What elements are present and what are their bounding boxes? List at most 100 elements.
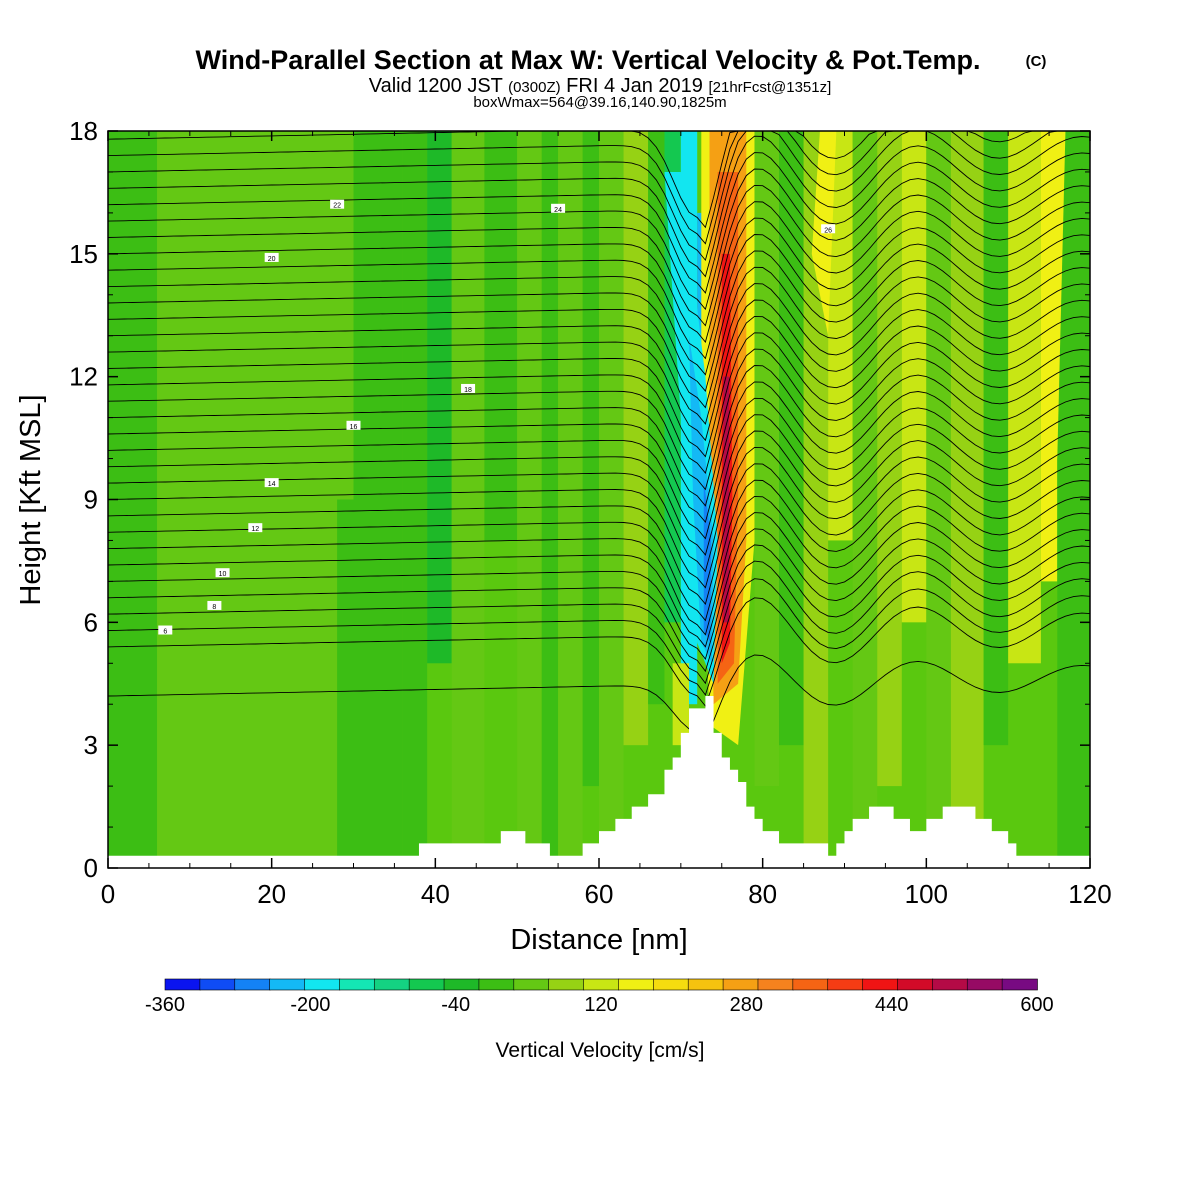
theta-contours: 6 8 10 12 14 16 18 20 22 24 26	[108, 131, 1090, 741]
contour-label-text: 12	[251, 526, 259, 533]
theta-contour	[108, 315, 1090, 458]
contour-label-bg	[215, 568, 230, 578]
velocity-band	[1008, 131, 1041, 664]
colorbar-swatch	[862, 978, 899, 991]
contour-label-text: 8	[212, 604, 216, 611]
y-tick-label: 18	[69, 116, 98, 146]
y-axis-label: Height [Kft MSL]	[15, 394, 47, 605]
colorbar-tick-label: 600	[1020, 994, 1053, 1016]
contour-label-bg	[207, 600, 222, 610]
x-tick-label: 60	[585, 879, 614, 909]
contour-label-bg	[551, 203, 566, 213]
theta-contour	[108, 135, 1090, 278]
theta-contour	[108, 168, 1090, 311]
colorbar-swatch	[722, 978, 759, 991]
forecast-info: [21hrFcst@1351z]	[708, 79, 831, 96]
theta-contour	[108, 495, 1090, 636]
x-tick-label: 20	[257, 879, 286, 909]
contour-label-text: 16	[350, 424, 358, 431]
velocity-band	[558, 131, 583, 868]
contour-label-text: 18	[464, 387, 472, 394]
y-tick-label: 9	[84, 485, 98, 515]
velocity-band	[484, 131, 518, 541]
contour-label: 26	[821, 224, 836, 234]
colorbar-swatch	[478, 978, 515, 991]
contour-label: 20	[264, 252, 279, 263]
colorbar-tick-label: 280	[730, 994, 763, 1016]
y-tick-label: 3	[84, 730, 98, 760]
theta-contour	[108, 234, 1090, 376]
velocity-band	[623, 131, 649, 746]
theta-contour	[108, 152, 1090, 294]
contour-label: 16	[346, 420, 361, 431]
colorbar-swatch	[932, 978, 969, 991]
colorbar-swatch	[653, 978, 690, 991]
contour-label-text: 10	[219, 571, 227, 578]
theta-contour	[108, 479, 1090, 622]
colorbar-swatch	[339, 978, 376, 991]
contour-label-bg	[330, 199, 345, 209]
colorbar-swatch	[513, 978, 550, 991]
contour-label-text: 24	[554, 207, 562, 214]
theta-contour	[108, 131, 1090, 262]
colorbar-swatch	[792, 978, 829, 991]
colorbar-swatch	[304, 978, 341, 991]
velocity-band	[402, 131, 428, 868]
x-axis: 0 20 40 60 80 100 120	[101, 131, 1112, 909]
velocity-band	[877, 131, 902, 787]
theta-contour	[108, 512, 1090, 648]
contour-label-text: 14	[268, 481, 276, 488]
valid-date: FRI 4 Jan 2019	[566, 75, 703, 97]
theta-contour	[108, 381, 1090, 524]
velocity-band	[648, 131, 665, 705]
contour-label: 12	[248, 523, 263, 533]
x-tick-label: 40	[421, 879, 450, 909]
contour-label-bg	[264, 478, 279, 488]
velocity-band	[427, 131, 452, 664]
contour-label-bg	[821, 224, 836, 234]
theta-contour	[108, 299, 1090, 442]
contour-label-text: 6	[163, 629, 167, 636]
x-tick-label: 120	[1068, 879, 1111, 909]
colorbar-swatch	[618, 978, 655, 991]
velocity-band	[517, 131, 542, 868]
colorbar-swatch	[373, 978, 410, 991]
colorbar-swatch	[966, 978, 1003, 991]
theta-contour	[108, 597, 1090, 707]
colorbar-tick-label: -200	[290, 994, 330, 1016]
velocity-band	[582, 131, 599, 787]
colorbar-swatch	[827, 978, 864, 991]
theta-contour	[108, 544, 1090, 673]
contour-label-text: 20	[268, 256, 276, 263]
velocity-band	[541, 131, 559, 868]
colorbar-swatch	[199, 978, 236, 991]
contour-label: 10	[215, 568, 230, 578]
velocity-band	[173, 131, 223, 582]
colorbar-swatch	[757, 978, 794, 991]
velocity-plume	[811, 131, 837, 336]
velocity-band	[779, 131, 804, 746]
theta-contour	[108, 654, 1090, 741]
theta-contour	[108, 131, 1090, 245]
contour-label-bg	[158, 625, 173, 635]
theta-contour	[108, 332, 1090, 474]
contour-label-bg	[461, 383, 476, 393]
chart-title: Wind-Parallel Section at Max W: Vertical…	[196, 45, 981, 75]
colorbar-swatch	[269, 978, 306, 991]
contour-label-text: 26	[824, 227, 832, 234]
contour-label: 24	[551, 203, 566, 214]
x-axis-label: Distance [nm]	[510, 924, 687, 956]
x-tick-label: 0	[101, 879, 115, 909]
x-tick-label: 80	[748, 879, 777, 909]
valid-utc: (0300Z)	[508, 79, 561, 96]
x-tick-label: 100	[905, 879, 948, 909]
velocity-band	[754, 131, 780, 787]
contour-label: 8	[207, 600, 222, 611]
velocity-plume	[1040, 131, 1066, 459]
contour-label: 14	[264, 478, 279, 488]
colorbar-swatch	[408, 978, 445, 991]
velocity-band	[901, 131, 927, 623]
terrain-mask	[108, 696, 1090, 868]
colorbar-swatch	[897, 978, 934, 991]
